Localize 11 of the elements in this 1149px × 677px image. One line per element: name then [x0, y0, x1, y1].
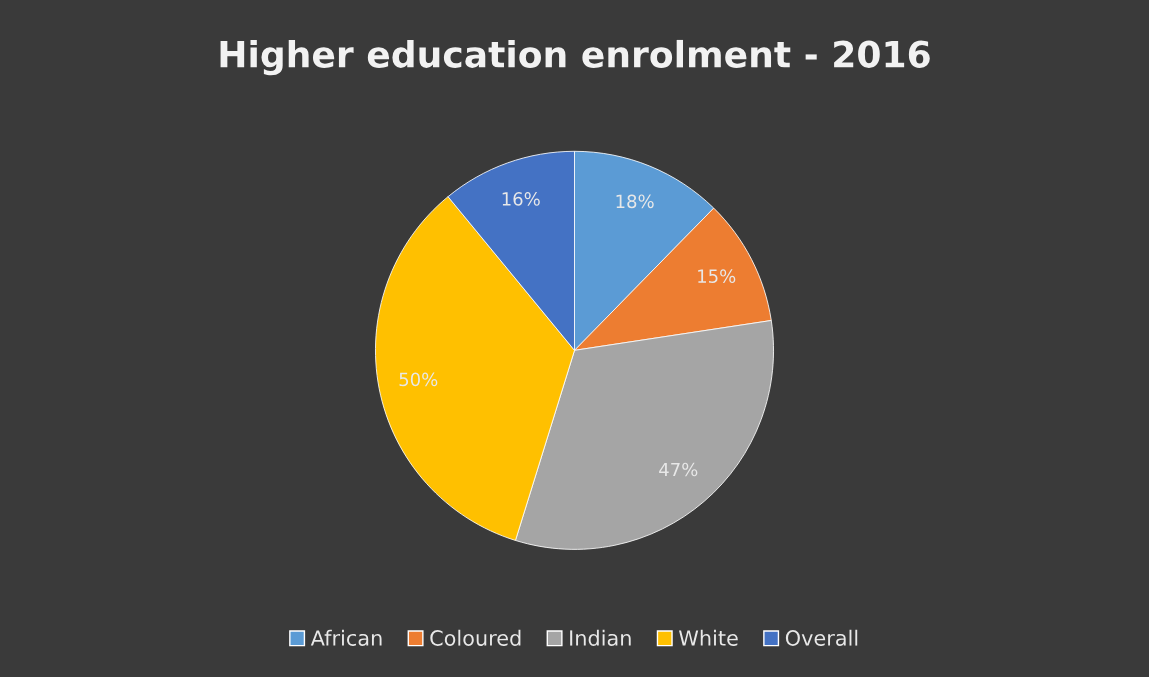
data-label: 15% [698, 269, 736, 283]
legend-label: Coloured [430, 629, 521, 646]
legend-label: African [310, 629, 382, 646]
data-label: 47% [659, 462, 698, 477]
legend-label: White [678, 629, 738, 646]
data-label: 16% [502, 192, 540, 206]
legend-label: Overall [785, 629, 858, 646]
data-label: 18% [616, 194, 654, 209]
data-label: 50% [399, 372, 438, 387]
legend-label: Indian [570, 629, 631, 646]
chart-title: Higher education enrolment - 2016 [220, 39, 930, 76]
